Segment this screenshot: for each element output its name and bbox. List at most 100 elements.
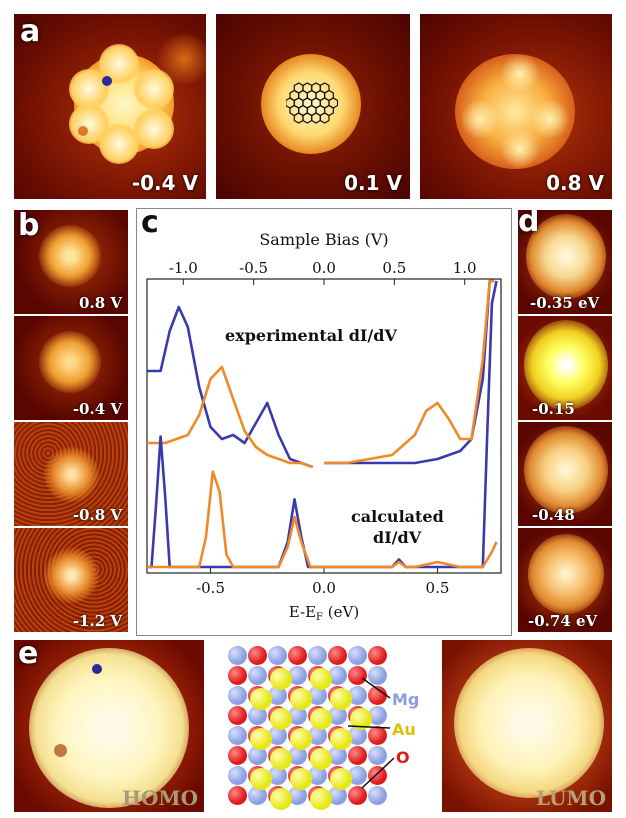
magnesium-atom xyxy=(328,666,347,685)
blue-marker-dot xyxy=(92,664,102,674)
panel-e-lumo-image: LUMO xyxy=(442,640,612,812)
magnesium-atom xyxy=(348,726,367,745)
gold-atom xyxy=(310,668,332,690)
series-line-experimental-blue xyxy=(147,305,314,469)
plot-frame xyxy=(146,278,502,574)
panel-e-homo-image: e HOMO xyxy=(14,640,204,812)
oxygen-atom xyxy=(288,646,307,665)
magnesium-atom xyxy=(368,746,387,765)
au-label: Au xyxy=(392,720,416,739)
magnesium-atom xyxy=(248,706,267,725)
panel-d-image-4: -0.74 eV xyxy=(518,528,612,632)
magnesium-atom xyxy=(348,686,367,705)
gold-atom xyxy=(290,688,312,710)
series-line-calculated-blue xyxy=(147,280,498,569)
oxygen-atom xyxy=(228,706,247,725)
magnesium-atom xyxy=(308,646,327,665)
panel-a-right-image: 0.8 V xyxy=(420,14,612,199)
magnesium-atom xyxy=(228,726,247,745)
oxygen-atom xyxy=(228,786,247,805)
panel-d-image-3: -0.48 xyxy=(518,422,612,526)
voltage-label: -0.8 V xyxy=(72,506,122,524)
magnesium-atom xyxy=(288,786,307,805)
voltage-label: -0.4 V xyxy=(131,171,198,195)
voltage-label: 0.1 V xyxy=(344,171,402,195)
gold-atom xyxy=(270,668,292,690)
oxygen-atom xyxy=(368,766,387,785)
lumo-label: LUMO xyxy=(536,786,606,810)
voltage-label: -0.4 V xyxy=(72,400,122,418)
panel-letter-b: b xyxy=(18,210,40,243)
magnesium-atom xyxy=(308,726,327,745)
magnesium-atom xyxy=(308,686,327,705)
gold-atom xyxy=(250,768,272,790)
gold-atom xyxy=(330,728,352,750)
series-line-experimental-orange xyxy=(147,365,314,469)
annotation-calculated-dIdV: dI/dV xyxy=(373,528,422,547)
magnesium-atom xyxy=(348,646,367,665)
hexagon-lattice-overlay xyxy=(286,82,338,124)
magnesium-atom xyxy=(308,766,327,785)
top-axis-title: Sample Bias (V) xyxy=(259,230,388,249)
lattice-pointer-arrows xyxy=(347,677,395,789)
gold-atom xyxy=(310,788,332,810)
magnesium-atom xyxy=(328,746,347,765)
oxygen-atom xyxy=(228,746,247,765)
panel-letter-e: e xyxy=(18,640,39,671)
mg-label: Mg xyxy=(392,690,420,709)
oxygen-atom xyxy=(348,746,367,765)
voltage-label: 0.8 V xyxy=(546,171,604,195)
gold-atom xyxy=(270,788,292,810)
oxygen-atom xyxy=(348,786,367,805)
oxygen-atom xyxy=(248,646,267,665)
gold-atom xyxy=(350,708,372,730)
oxygen-atom xyxy=(368,726,387,745)
magnesium-atom xyxy=(248,746,267,765)
dIdV-chart: -1.0 -0.5 0.0 0.5 1.0 Sample Bias (V) -0.5 0.0 0… xyxy=(146,230,502,623)
x-axis-label: E-EF (eV) xyxy=(289,603,359,623)
panel-letter-d: d xyxy=(518,210,540,239)
magnesium-atom xyxy=(268,726,287,745)
bottom-tick-label: -0.5 xyxy=(196,579,225,597)
series-line-experimental-blue xyxy=(324,279,495,465)
magnesium-atom xyxy=(288,746,307,765)
oxygen-atom xyxy=(368,686,387,705)
panel-letter-c: c xyxy=(141,205,159,240)
oxygen-atom xyxy=(348,666,367,685)
panel-letter-a: a xyxy=(20,14,41,49)
top-tick-label: 1.0 xyxy=(453,259,477,277)
oxygen-atom xyxy=(328,646,347,665)
series-line-experimental-orange xyxy=(324,279,495,465)
magnesium-atom xyxy=(248,786,267,805)
gold-atom xyxy=(330,768,352,790)
voltage-label: 0.8 V xyxy=(79,294,122,312)
magnesium-atom xyxy=(328,786,347,805)
magnesium-atom xyxy=(288,706,307,725)
blue-marker-dot xyxy=(102,76,112,86)
panel-d-image-2: -0.15 xyxy=(518,316,612,420)
gold-atom xyxy=(250,688,272,710)
magnesium-atom xyxy=(288,666,307,685)
panel-d-image-1: d -0.35 eV xyxy=(518,210,612,314)
series-line-calculated-orange xyxy=(147,470,498,569)
annotation-experimental: experimental dI/dV xyxy=(225,326,397,345)
magnesium-atom xyxy=(268,686,287,705)
gold-atom xyxy=(310,748,332,770)
orange-marker-dot xyxy=(54,744,67,757)
panel-b-image-4: -1.2 V xyxy=(14,528,128,632)
magnesium-atom xyxy=(328,706,347,725)
gold-atom xyxy=(270,748,292,770)
oxygen-atom xyxy=(228,666,247,685)
energy-label: -0.15 xyxy=(532,400,575,418)
annotation-calculated: calculated xyxy=(351,507,444,526)
magnesium-atom xyxy=(228,646,247,665)
magnesium-atom xyxy=(248,666,267,685)
oxygen-atom xyxy=(368,646,387,665)
bottom-tick-label: 0.5 xyxy=(426,579,450,597)
magnesium-atom xyxy=(228,766,247,785)
panel-b-image-3: -0.8 V xyxy=(14,422,128,526)
panel-b-image-2: -0.4 V xyxy=(14,316,128,420)
magnesium-atom xyxy=(368,786,387,805)
magnesium-atom xyxy=(228,686,247,705)
bottom-tick-label: 0.0 xyxy=(312,579,336,597)
